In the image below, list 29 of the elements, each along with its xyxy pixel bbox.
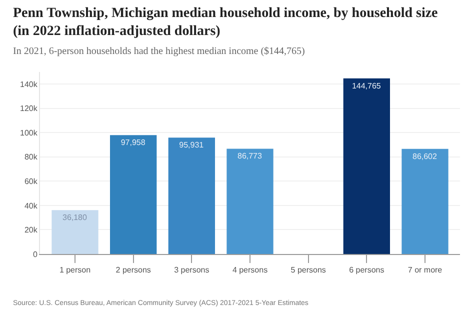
data-label: 86,602 <box>412 152 438 161</box>
chart-subtitle: In 2021, 6-person households had the highest median income ($144,765) <box>13 46 305 57</box>
x-tick-label: 7 or more <box>408 266 443 275</box>
bar <box>168 138 215 254</box>
x-tick-label: 3 persons <box>174 266 210 275</box>
chart-title: Penn Township, Michigan median household income, by household size (in 2022 inflation-adjusted dollars) <box>13 6 438 40</box>
x-tick-label: 5 persons <box>290 266 326 275</box>
y-tick-label: 120k <box>20 104 38 114</box>
data-label: 144,765 <box>352 81 382 90</box>
y-tick-label: 100k <box>20 128 38 138</box>
x-tick-label: 6 persons <box>349 266 384 275</box>
y-tick-label: 140k <box>20 80 38 89</box>
data-label: 95,931 <box>179 140 204 150</box>
y-tick-label: 40k <box>24 201 38 210</box>
data-label: 36,180 <box>62 213 88 222</box>
bar <box>402 148 448 254</box>
bar <box>343 78 390 254</box>
x-tick-label: 4 persons <box>232 266 268 275</box>
y-tick-label: 80k <box>24 152 38 162</box>
x-tick-label: 1 person <box>59 266 91 275</box>
bar <box>52 210 98 254</box>
y-tick-label: 20k <box>24 226 38 235</box>
bar <box>226 148 274 254</box>
bar <box>110 135 157 254</box>
y-tick-label: 60k <box>24 177 38 186</box>
data-label: 97,958 <box>120 138 146 148</box>
y-tick-label: 0 <box>32 250 38 259</box>
x-tick-label: 2 persons <box>116 266 151 275</box>
data-label: 86,773 <box>237 152 263 161</box>
